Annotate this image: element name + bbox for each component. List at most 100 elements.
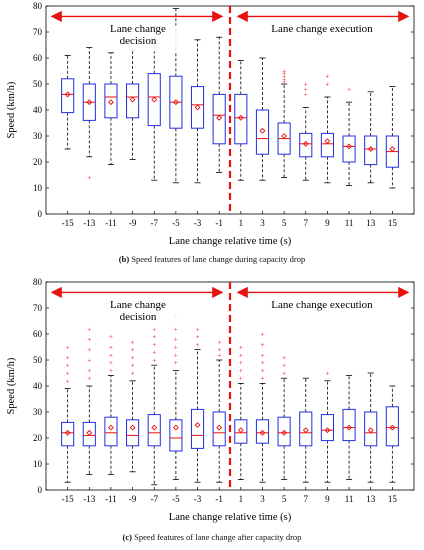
caption-c-letter: (c) bbox=[122, 532, 132, 542]
mean-marker-c bbox=[281, 429, 288, 436]
box-c bbox=[342, 375, 356, 481]
box-b bbox=[234, 60, 248, 181]
x-tick-label-b: -7 bbox=[150, 218, 158, 228]
box-b bbox=[190, 39, 205, 184]
outlier-marker-c: + bbox=[239, 351, 243, 359]
outlier-marker-c: + bbox=[109, 359, 113, 367]
y-axis-label-b: Speed (km/h) bbox=[6, 81, 17, 138]
mean-marker-c bbox=[259, 429, 266, 436]
mean-marker-b bbox=[367, 146, 374, 152]
mean-marker-b bbox=[129, 96, 136, 103]
outlier-marker-c: + bbox=[196, 325, 200, 333]
outlier-marker-c: + bbox=[174, 325, 178, 333]
outlier-marker-c: + bbox=[260, 331, 264, 339]
mean-marker-c bbox=[346, 424, 352, 431]
x-tick-label-b: 7 bbox=[304, 218, 309, 228]
caption-b: (b) Speed features of lane change during… bbox=[0, 254, 424, 264]
box-iqr-b bbox=[255, 109, 270, 155]
y-tick-label-b: 30 bbox=[33, 131, 43, 141]
outlier-marker-c: + bbox=[174, 344, 178, 352]
caption-c: (c) Speed features of lane change after … bbox=[0, 532, 424, 542]
box-iqr-c bbox=[277, 416, 291, 447]
outlier-marker-b: + bbox=[304, 91, 308, 99]
x-tick-label-b: -1 bbox=[215, 218, 223, 228]
box-c: +++++ bbox=[61, 344, 75, 483]
box-iqr-b bbox=[190, 86, 205, 129]
outlier-marker-c: + bbox=[282, 362, 286, 370]
box-iqr-c bbox=[255, 419, 270, 444]
outlier-marker-c: + bbox=[66, 344, 70, 352]
outlier-marker-c: + bbox=[239, 359, 243, 367]
caption-b-text: Speed features of lane change during cap… bbox=[129, 254, 306, 264]
x-tick-label-c: 5 bbox=[282, 494, 287, 504]
mean-marker-b bbox=[389, 146, 396, 152]
x-tick-label-c: 7 bbox=[304, 494, 309, 504]
outlier-marker-c: + bbox=[239, 344, 243, 352]
box-iqr-b bbox=[212, 93, 226, 145]
outlier-marker-c: + bbox=[152, 341, 156, 349]
outlier-marker-c: + bbox=[152, 325, 156, 333]
y-tick-label-c: 30 bbox=[33, 407, 43, 417]
x-tick-label-b: -5 bbox=[172, 218, 180, 228]
outlier-marker-c: + bbox=[217, 346, 221, 354]
outlier-marker-c: + bbox=[152, 333, 156, 341]
y-tick-label-c: 40 bbox=[33, 381, 43, 391]
box-c bbox=[364, 372, 378, 483]
y-tick-label-c: 0 bbox=[38, 485, 43, 495]
x-tick-label-b: -15 bbox=[62, 218, 74, 228]
box-c: +++++ bbox=[147, 325, 161, 486]
decision-label-b: Lane change decision bbox=[110, 23, 166, 47]
x-tick-label-c: 3 bbox=[260, 494, 265, 504]
y-tick-label-b: 40 bbox=[33, 105, 43, 115]
outlier-marker-c: + bbox=[109, 351, 113, 359]
y-tick-label-b: 50 bbox=[33, 79, 43, 89]
x-tick-label-c: 15 bbox=[388, 494, 398, 504]
outlier-marker-b: + bbox=[87, 174, 91, 182]
x-tick-label-b: 1 bbox=[239, 218, 244, 228]
box-b bbox=[385, 86, 399, 189]
box-c: +++++ bbox=[126, 338, 140, 473]
outlier-marker-c: + bbox=[66, 377, 70, 385]
box-iqr-c bbox=[61, 421, 75, 447]
outlier-marker-c: + bbox=[260, 375, 264, 383]
box-iqr-b bbox=[364, 135, 378, 166]
outlier-marker-b: + bbox=[282, 75, 286, 83]
outlier-marker-b: + bbox=[325, 73, 329, 81]
x-tick-label-c: 9 bbox=[325, 494, 330, 504]
outlier-marker-c: + bbox=[131, 354, 135, 362]
box-b bbox=[126, 49, 140, 160]
outlier-marker-c: + bbox=[260, 367, 264, 375]
outlier-marker-c: + bbox=[131, 362, 135, 370]
box-iqr-c bbox=[320, 414, 334, 442]
y-tick-label-c: 50 bbox=[33, 355, 43, 365]
outlier-marker-c: + bbox=[109, 367, 113, 375]
x-tick-label-c: 13 bbox=[366, 494, 376, 504]
box-iqr-b bbox=[342, 135, 356, 163]
box-iqr-b bbox=[126, 83, 140, 119]
x-tick-label-c: -13 bbox=[83, 494, 95, 504]
outlier-marker-c: + bbox=[66, 354, 70, 362]
outlier-marker-c: + bbox=[152, 357, 156, 365]
mean-marker-c bbox=[151, 424, 158, 431]
outlier-marker-b: + bbox=[282, 73, 286, 81]
box-c: ++++++ bbox=[255, 331, 270, 483]
mean-marker-b bbox=[216, 114, 223, 121]
box-iqr-c bbox=[147, 414, 161, 447]
caption-c-text: Speed features of lane change after capa… bbox=[131, 532, 302, 542]
mean-marker-c bbox=[194, 422, 201, 428]
x-tick-label-c: -11 bbox=[105, 494, 117, 504]
box-iqr-b bbox=[147, 73, 161, 127]
caption-b-letter: (b) bbox=[118, 254, 130, 264]
box-iqr-b bbox=[61, 78, 75, 114]
mean-marker-c bbox=[324, 427, 331, 434]
box-c: +++ bbox=[277, 354, 291, 481]
box-c: +++ bbox=[190, 325, 205, 483]
box-iqr-c bbox=[385, 406, 399, 447]
box-b bbox=[364, 91, 378, 184]
outlier-marker-b: + bbox=[325, 81, 329, 89]
mean-marker-c bbox=[237, 427, 244, 434]
mean-marker-b bbox=[259, 127, 266, 134]
outlier-marker-c: + bbox=[282, 370, 286, 378]
x-tick-label-c: -5 bbox=[172, 494, 180, 504]
